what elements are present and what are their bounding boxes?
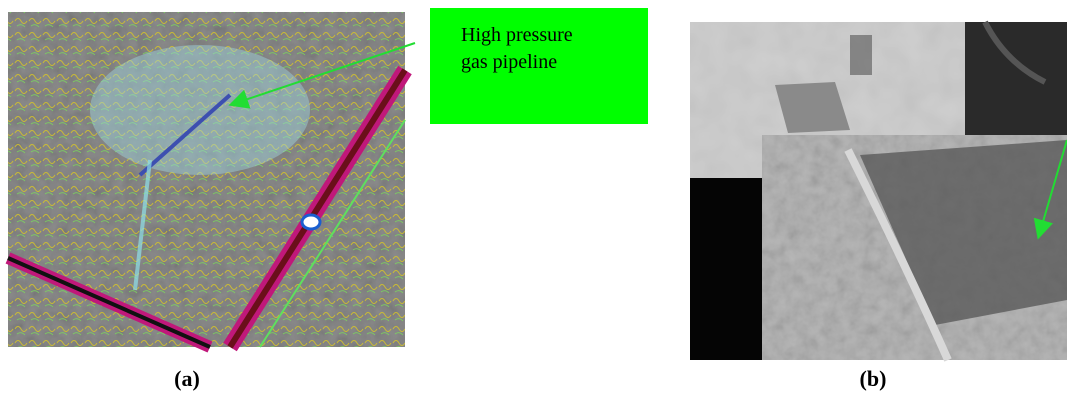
caption: (a) <box>174 366 200 391</box>
hotspot <box>302 215 320 229</box>
panel-b <box>690 22 1067 360</box>
dark-image <box>965 22 1067 135</box>
structures <box>850 35 872 75</box>
annotation-line: gas pipeline <box>461 51 557 73</box>
dark-image <box>690 178 762 360</box>
caption: (b) <box>860 366 887 391</box>
warm-area <box>90 45 310 175</box>
figure: High pressure gas pipeline (a) (b) <box>0 0 1067 409</box>
annotation-line: High pressure <box>461 24 573 46</box>
panel-a <box>8 12 405 347</box>
